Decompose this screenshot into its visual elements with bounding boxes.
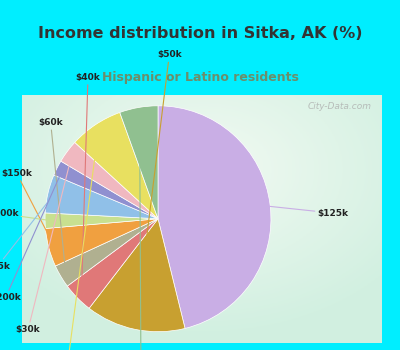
Wedge shape — [61, 142, 158, 219]
Text: Income distribution in Sitka, AK (%): Income distribution in Sitka, AK (%) — [38, 26, 362, 41]
Text: City-Data.com: City-Data.com — [307, 102, 371, 111]
Wedge shape — [56, 219, 158, 286]
Wedge shape — [45, 175, 158, 219]
Text: Hispanic or Latino residents: Hispanic or Latino residents — [102, 71, 298, 84]
Text: $20k: $20k — [129, 113, 153, 350]
Wedge shape — [75, 112, 158, 219]
Text: $30k: $30k — [16, 155, 72, 334]
Text: $100k: $100k — [52, 130, 98, 350]
Wedge shape — [45, 213, 158, 229]
Wedge shape — [158, 106, 271, 328]
Wedge shape — [46, 219, 158, 266]
Wedge shape — [67, 219, 158, 308]
Text: $50k: $50k — [136, 50, 182, 324]
Wedge shape — [120, 106, 158, 219]
Text: $75k: $75k — [0, 195, 53, 271]
Text: > $200k: > $200k — [0, 209, 51, 220]
Text: $200k: $200k — [0, 170, 62, 302]
Text: $150k: $150k — [1, 169, 54, 246]
Text: $40k: $40k — [76, 73, 100, 294]
Wedge shape — [89, 219, 185, 332]
Wedge shape — [54, 161, 158, 219]
Text: $125k: $125k — [264, 206, 348, 218]
Text: $60k: $60k — [38, 118, 66, 273]
